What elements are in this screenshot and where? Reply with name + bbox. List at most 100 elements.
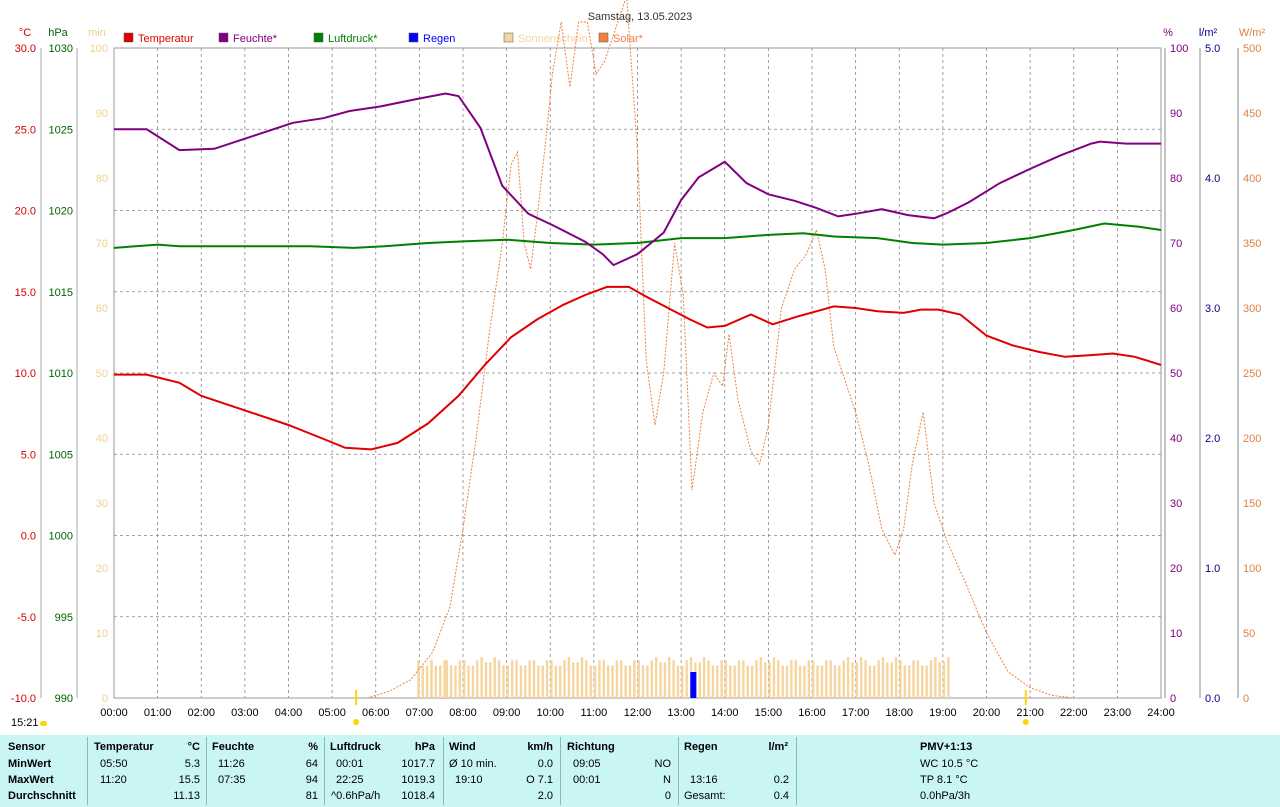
y-tick-label: 15.0 — [15, 287, 36, 299]
header-direction: Richtung — [567, 741, 615, 753]
y-tick-label: -5.0 — [17, 612, 36, 624]
rain-total-label: Gesamt: — [684, 790, 726, 802]
y-tick-label: 1005 — [49, 449, 73, 461]
y-tick-label: 70 — [1170, 238, 1182, 250]
avg-direction-value: 0 — [664, 790, 671, 802]
min-pressure-value: 1017.7 — [401, 758, 435, 770]
sunshine-bar — [894, 657, 898, 698]
sunshine-bar — [785, 665, 789, 698]
pressure-line — [113, 222, 1162, 249]
sunshine-bar — [628, 665, 632, 698]
sunshine-bar — [685, 660, 688, 698]
sunshine-bar — [593, 665, 597, 698]
min-humidity-time: 11:26 — [218, 758, 245, 770]
column-divider — [443, 737, 444, 805]
sunshine-bar — [515, 660, 518, 698]
pressure-trend: ^0.6hPa/h — [331, 790, 381, 802]
x-tick-label: 12:00 — [624, 707, 652, 719]
grid — [113, 47, 1162, 699]
sunshine-bar — [602, 660, 605, 698]
max-rain-value: 0.2 — [773, 774, 789, 786]
legend-label: Luftdruck* — [328, 33, 378, 45]
x-tick-label: 20:00 — [973, 707, 1001, 719]
legend-label: Feuchte* — [233, 33, 278, 45]
x-tick-label: 24:00 — [1147, 707, 1175, 719]
pmv-dew-point: TP 8.1 °C — [920, 774, 968, 786]
sunshine-bar — [550, 660, 553, 698]
sunshine-bar — [859, 657, 863, 698]
sunshine-bar — [938, 662, 941, 698]
chart-title: Samstag, 13.05.2023 — [588, 11, 693, 23]
x-tick-label: 18:00 — [885, 707, 913, 719]
header-rain: Regen — [684, 741, 718, 753]
sunshine-bar — [698, 662, 701, 698]
sunshine-bar — [650, 660, 653, 698]
sunshine-bar — [471, 665, 475, 698]
sunshine-bar — [812, 660, 815, 698]
y-tick-label: 2.0 — [1205, 433, 1220, 445]
y-tick-label: 0 — [1170, 693, 1176, 705]
sunshine-bar — [825, 660, 828, 698]
x-tick-label: 01:00 — [144, 707, 172, 719]
max-direction-value: N — [663, 774, 671, 786]
x-tick-label: 15:00 — [755, 707, 783, 719]
sunshine-bar — [881, 657, 885, 698]
legend-label: Sonnenschein — [518, 33, 588, 45]
y-tick-label: 50 — [96, 368, 108, 380]
header-wind-unit: km/h — [527, 741, 553, 753]
sunshine-bar — [624, 665, 627, 698]
axes: 30.025.020.015.010.05.00.0-5.0-10.0°C103… — [11, 27, 1266, 705]
sunshine-bar — [611, 665, 614, 698]
y-tick-label: 100 — [1170, 43, 1188, 55]
avg-wind-value: 2.0 — [537, 790, 553, 802]
y-tick-label: 60 — [96, 303, 108, 315]
sunshine-bar — [903, 665, 907, 698]
sunshine-bar — [576, 662, 579, 698]
row-label-average: Durchschnitt — [8, 790, 76, 802]
avg-temp-value: 11.13 — [173, 790, 200, 802]
sunshine-bar — [772, 657, 776, 698]
y-tick-label: 250 — [1243, 368, 1261, 380]
sunshine-bar — [907, 665, 911, 698]
sunshine-bar — [912, 660, 915, 698]
rain-bar — [690, 672, 697, 698]
sunshine-bar — [567, 657, 571, 698]
legend-label: Temperatur — [138, 33, 194, 45]
sunshine-bar — [524, 665, 527, 698]
y-tick-label: -10.0 — [11, 693, 36, 705]
legend-swatch — [123, 32, 134, 43]
pmv-pressure-trend: 0.0hPa/3h — [920, 790, 971, 802]
max-wind-time: 19:10 — [455, 774, 483, 786]
header-temperature-unit: °C — [187, 741, 200, 753]
sunshine-bar — [443, 660, 446, 698]
sunshine-bar — [833, 665, 837, 698]
y-tick-label: 100 — [1243, 563, 1261, 575]
y-tick-label: 40 — [1170, 433, 1182, 445]
y-tick-label: 0.0 — [1205, 693, 1220, 705]
legend-label: Solar* — [613, 33, 644, 45]
sunshine-bar — [886, 662, 889, 698]
x-tick-label: 22:00 — [1060, 707, 1088, 719]
sunshine-bar — [663, 662, 667, 698]
avg-humidity-value: 81 — [305, 790, 318, 802]
max-temp-time: 11:20 — [100, 774, 127, 786]
sunshine-bar — [794, 660, 797, 698]
y-tick-label: 50 — [1170, 368, 1182, 380]
sunshine-bar — [476, 660, 479, 698]
sunshine-bar — [572, 662, 575, 698]
sunshine-bar — [506, 665, 510, 698]
sunshine-bar — [434, 665, 438, 698]
axis-unit-label: min — [88, 27, 106, 39]
max-direction-time: 00:01 — [573, 774, 601, 786]
sunshine-bar — [541, 665, 544, 698]
sunshine-bar — [532, 660, 536, 698]
y-tick-label: 90 — [96, 108, 108, 120]
sunshine-bar — [720, 660, 723, 698]
sunshine-bar — [598, 660, 601, 698]
y-tick-label: 1020 — [49, 206, 73, 218]
x-tick-label: 06:00 — [362, 707, 390, 719]
sunshine-bar — [463, 660, 466, 698]
header-wind: Wind — [449, 741, 476, 753]
y-tick-label: 50 — [1243, 628, 1255, 640]
sunshine-bar — [711, 665, 715, 698]
